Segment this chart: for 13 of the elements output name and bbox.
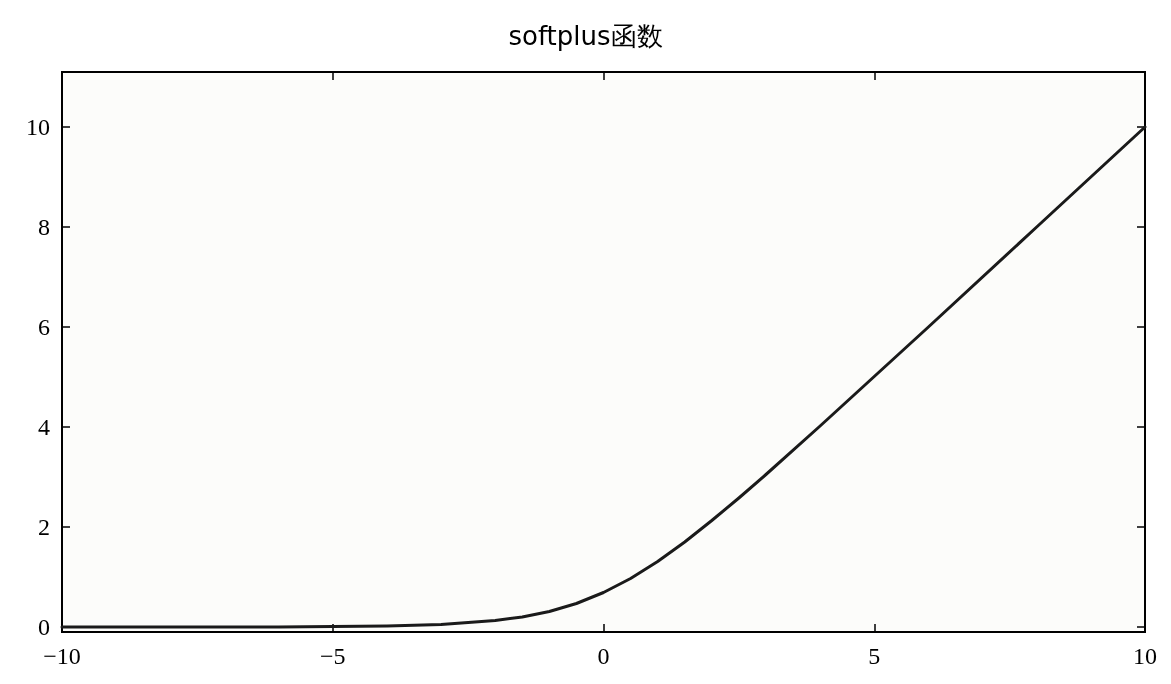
x-tick-label: 5 (868, 643, 881, 669)
x-tick-label: 0 (597, 643, 610, 669)
line-series (60, 125, 1147, 629)
chart-title: softplus函数 (508, 21, 663, 51)
y-tick-label: 10 (26, 114, 50, 140)
y-tick-label: 4 (38, 414, 50, 440)
y-tick-label: 6 (38, 314, 50, 340)
x-tick-label: −10 (43, 643, 81, 669)
y-tick-label: 2 (38, 514, 50, 540)
y-tick-label: 8 (38, 214, 50, 240)
x-tick-label: −5 (319, 643, 346, 669)
y-tick-label: 0 (38, 614, 50, 640)
x-tick-label: 10 (1133, 643, 1157, 669)
